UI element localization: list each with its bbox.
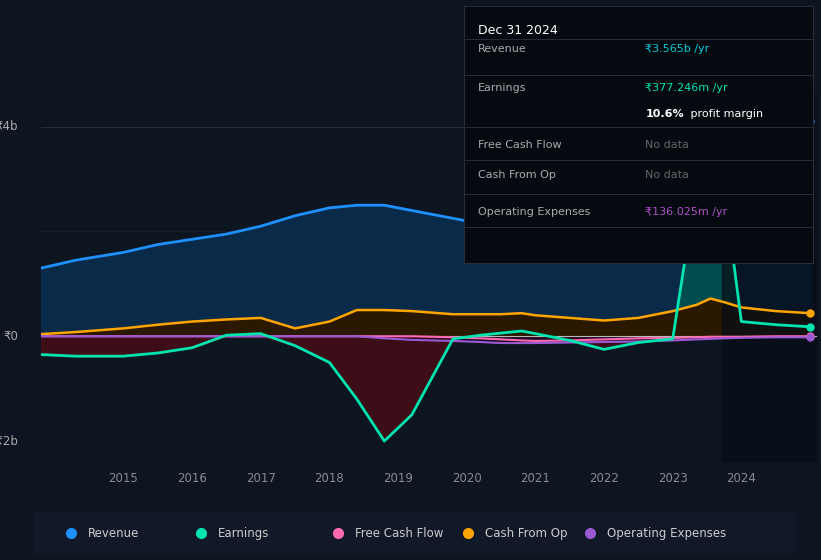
Text: profit margin: profit margin: [687, 109, 764, 119]
Text: ₹0: ₹0: [3, 330, 18, 343]
Text: ₹136.025m /yr: ₹136.025m /yr: [645, 207, 727, 217]
Text: Earnings: Earnings: [478, 83, 526, 93]
Text: Revenue: Revenue: [88, 527, 140, 540]
Text: Cash From Op: Cash From Op: [478, 170, 556, 180]
Text: Operating Expenses: Operating Expenses: [607, 527, 727, 540]
Text: -₹2b: -₹2b: [0, 435, 18, 447]
Text: No data: No data: [645, 139, 689, 150]
Text: Earnings: Earnings: [218, 527, 269, 540]
Text: Cash From Op: Cash From Op: [485, 527, 567, 540]
Text: ₹4b: ₹4b: [0, 120, 18, 133]
Text: Revenue: Revenue: [478, 44, 526, 54]
Text: ₹3.565b /yr: ₹3.565b /yr: [645, 44, 709, 54]
Text: No data: No data: [645, 170, 689, 180]
Text: Free Cash Flow: Free Cash Flow: [478, 139, 562, 150]
Text: Dec 31 2024: Dec 31 2024: [478, 24, 557, 36]
Text: Operating Expenses: Operating Expenses: [478, 207, 590, 217]
Text: ₹377.246m /yr: ₹377.246m /yr: [645, 83, 728, 93]
Bar: [722, 95, 821, 462]
Text: 10.6%: 10.6%: [645, 109, 684, 119]
Text: Free Cash Flow: Free Cash Flow: [355, 527, 443, 540]
